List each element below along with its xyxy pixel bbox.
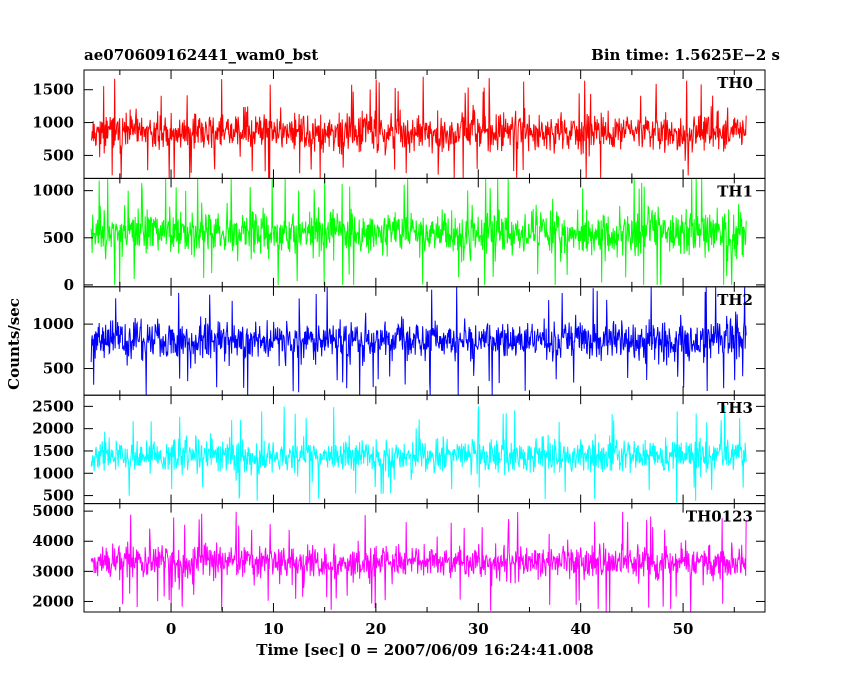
- series-line-th2: [90, 286, 747, 396]
- x-tick-label: 30: [468, 620, 489, 638]
- series-line-th0: [90, 76, 747, 179]
- panel-frame: [83, 503, 766, 613]
- y-tick-label: 500: [43, 146, 74, 164]
- bin-time-label: Bin time: 1.5625E−2 s: [591, 46, 780, 64]
- y-tick-label: 1500: [32, 81, 74, 99]
- y-tick-label: 1000: [32, 114, 74, 132]
- panel-label-th2: TH2: [717, 291, 753, 309]
- y-axis-label: Counts/sec: [5, 298, 23, 390]
- y-tick-label: 1000: [32, 464, 74, 482]
- series-line-th0123: [90, 511, 747, 613]
- panel-label-th0123: TH0123: [686, 508, 753, 526]
- y-tick-label: 4000: [32, 532, 74, 550]
- y-tick-label: 500: [43, 487, 74, 505]
- panel-th2: 500 1000 TH2: [32, 286, 766, 396]
- y-tick-label: 2000: [32, 592, 74, 610]
- panel-th3: 500 1000 1500 2000 2500 TH3: [32, 394, 766, 505]
- panel-th0123: 2000 3000 4000 5000 TH0123: [32, 502, 766, 613]
- panel-th1: 0 500 1000 TH1: [32, 177, 766, 294]
- panel-frame: [83, 69, 766, 179]
- x-axis-label: Time [sec] 0 = 2007/06/09 16:24:41.008: [256, 641, 593, 659]
- y-tick-label: 500: [43, 229, 74, 247]
- series-line-th3: [90, 405, 747, 504]
- x-tick-label: 40: [570, 620, 591, 638]
- series-line-th1: [90, 178, 747, 285]
- panel-label-th0: TH0: [717, 74, 753, 92]
- panel-label-th3: TH3: [717, 399, 753, 417]
- y-tick-label: 1500: [32, 442, 74, 460]
- panel-label-th1: TH1: [717, 182, 753, 200]
- y-tick-label: 5000: [32, 502, 74, 520]
- y-tick-label: 0: [64, 276, 74, 294]
- x-tick-label: 0: [166, 620, 176, 638]
- y-tick-label: 500: [43, 360, 74, 378]
- y-tick-label: 2000: [32, 420, 74, 438]
- y-tick-label: 3000: [32, 562, 74, 580]
- x-tick-label: 10: [263, 620, 284, 638]
- chart-title: ae070609162441_wam0_bst: [84, 46, 318, 64]
- y-tick-label: 2500: [32, 397, 74, 415]
- y-tick-label: 1000: [32, 315, 74, 333]
- x-tick-label: 50: [673, 620, 694, 638]
- x-tick-label: 20: [365, 620, 386, 638]
- panel-th0: 500 1000 1500 TH0: [32, 69, 766, 179]
- y-tick-label: 1000: [32, 182, 74, 200]
